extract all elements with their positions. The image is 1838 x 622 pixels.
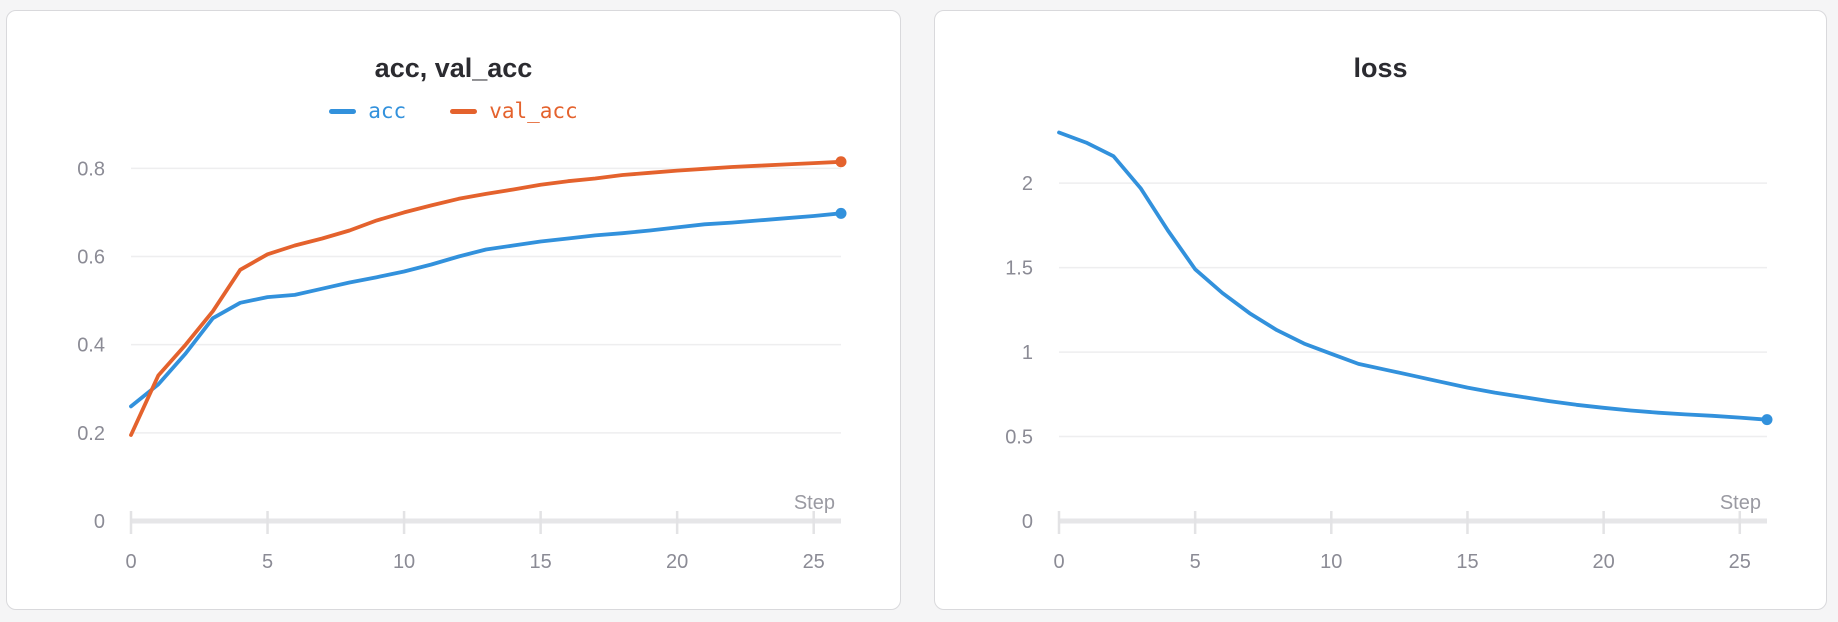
loss-plot[interactable]: 0 5 10 15 20 25 0 0.5 1 1.5 2 Step: [935, 11, 1828, 611]
svg-text:20: 20: [666, 551, 688, 573]
svg-text:25: 25: [1729, 551, 1751, 573]
chart-panel-loss[interactable]: loss 0 5 10 15 20 25 0 0.5 1 1.5 2 Step: [934, 10, 1827, 610]
legend: acc val_acc: [7, 101, 900, 122]
svg-text:0.4: 0.4: [77, 335, 105, 357]
chart-title: loss: [1353, 53, 1408, 83]
svg-text:0.8: 0.8: [77, 158, 105, 180]
acc-val-acc-plot[interactable]: 0 5 10 15 20 25 0 0.2 0.4 0.6 0.8 Step: [7, 11, 902, 611]
svg-text:0.6: 0.6: [77, 247, 105, 269]
svg-text:0.5: 0.5: [1005, 427, 1033, 449]
chart-panel-acc-val-acc[interactable]: acc, val_acc acc val_acc 0 5 10 15 20 25 0 0.2 0…: [6, 10, 901, 610]
legend-label-acc: acc: [368, 99, 407, 123]
svg-text:10: 10: [1320, 551, 1342, 573]
svg-text:5: 5: [262, 551, 273, 573]
chart-title: acc, val_acc: [374, 53, 533, 83]
acc-line-swatch: [329, 109, 357, 114]
svg-text:5: 5: [1190, 551, 1201, 573]
svg-text:Step: Step: [794, 492, 835, 514]
val-acc-line-swatch: [450, 109, 478, 114]
svg-text:20: 20: [1592, 551, 1614, 573]
svg-text:0: 0: [125, 551, 136, 573]
svg-text:Step: Step: [1720, 492, 1761, 514]
svg-text:0: 0: [1053, 551, 1064, 573]
legend-label-val-acc: val_acc: [489, 99, 578, 123]
svg-text:0.2: 0.2: [77, 423, 105, 445]
legend-item-val-acc[interactable]: val_acc: [450, 101, 578, 122]
svg-text:0: 0: [94, 511, 105, 533]
svg-text:25: 25: [803, 551, 825, 573]
svg-text:15: 15: [1456, 551, 1478, 573]
svg-text:2: 2: [1022, 173, 1033, 195]
svg-text:15: 15: [529, 551, 551, 573]
legend-item-acc[interactable]: acc: [329, 101, 406, 122]
svg-text:0: 0: [1022, 511, 1033, 533]
svg-text:1.5: 1.5: [1005, 258, 1033, 280]
svg-text:1: 1: [1022, 342, 1033, 364]
svg-text:10: 10: [393, 551, 415, 573]
